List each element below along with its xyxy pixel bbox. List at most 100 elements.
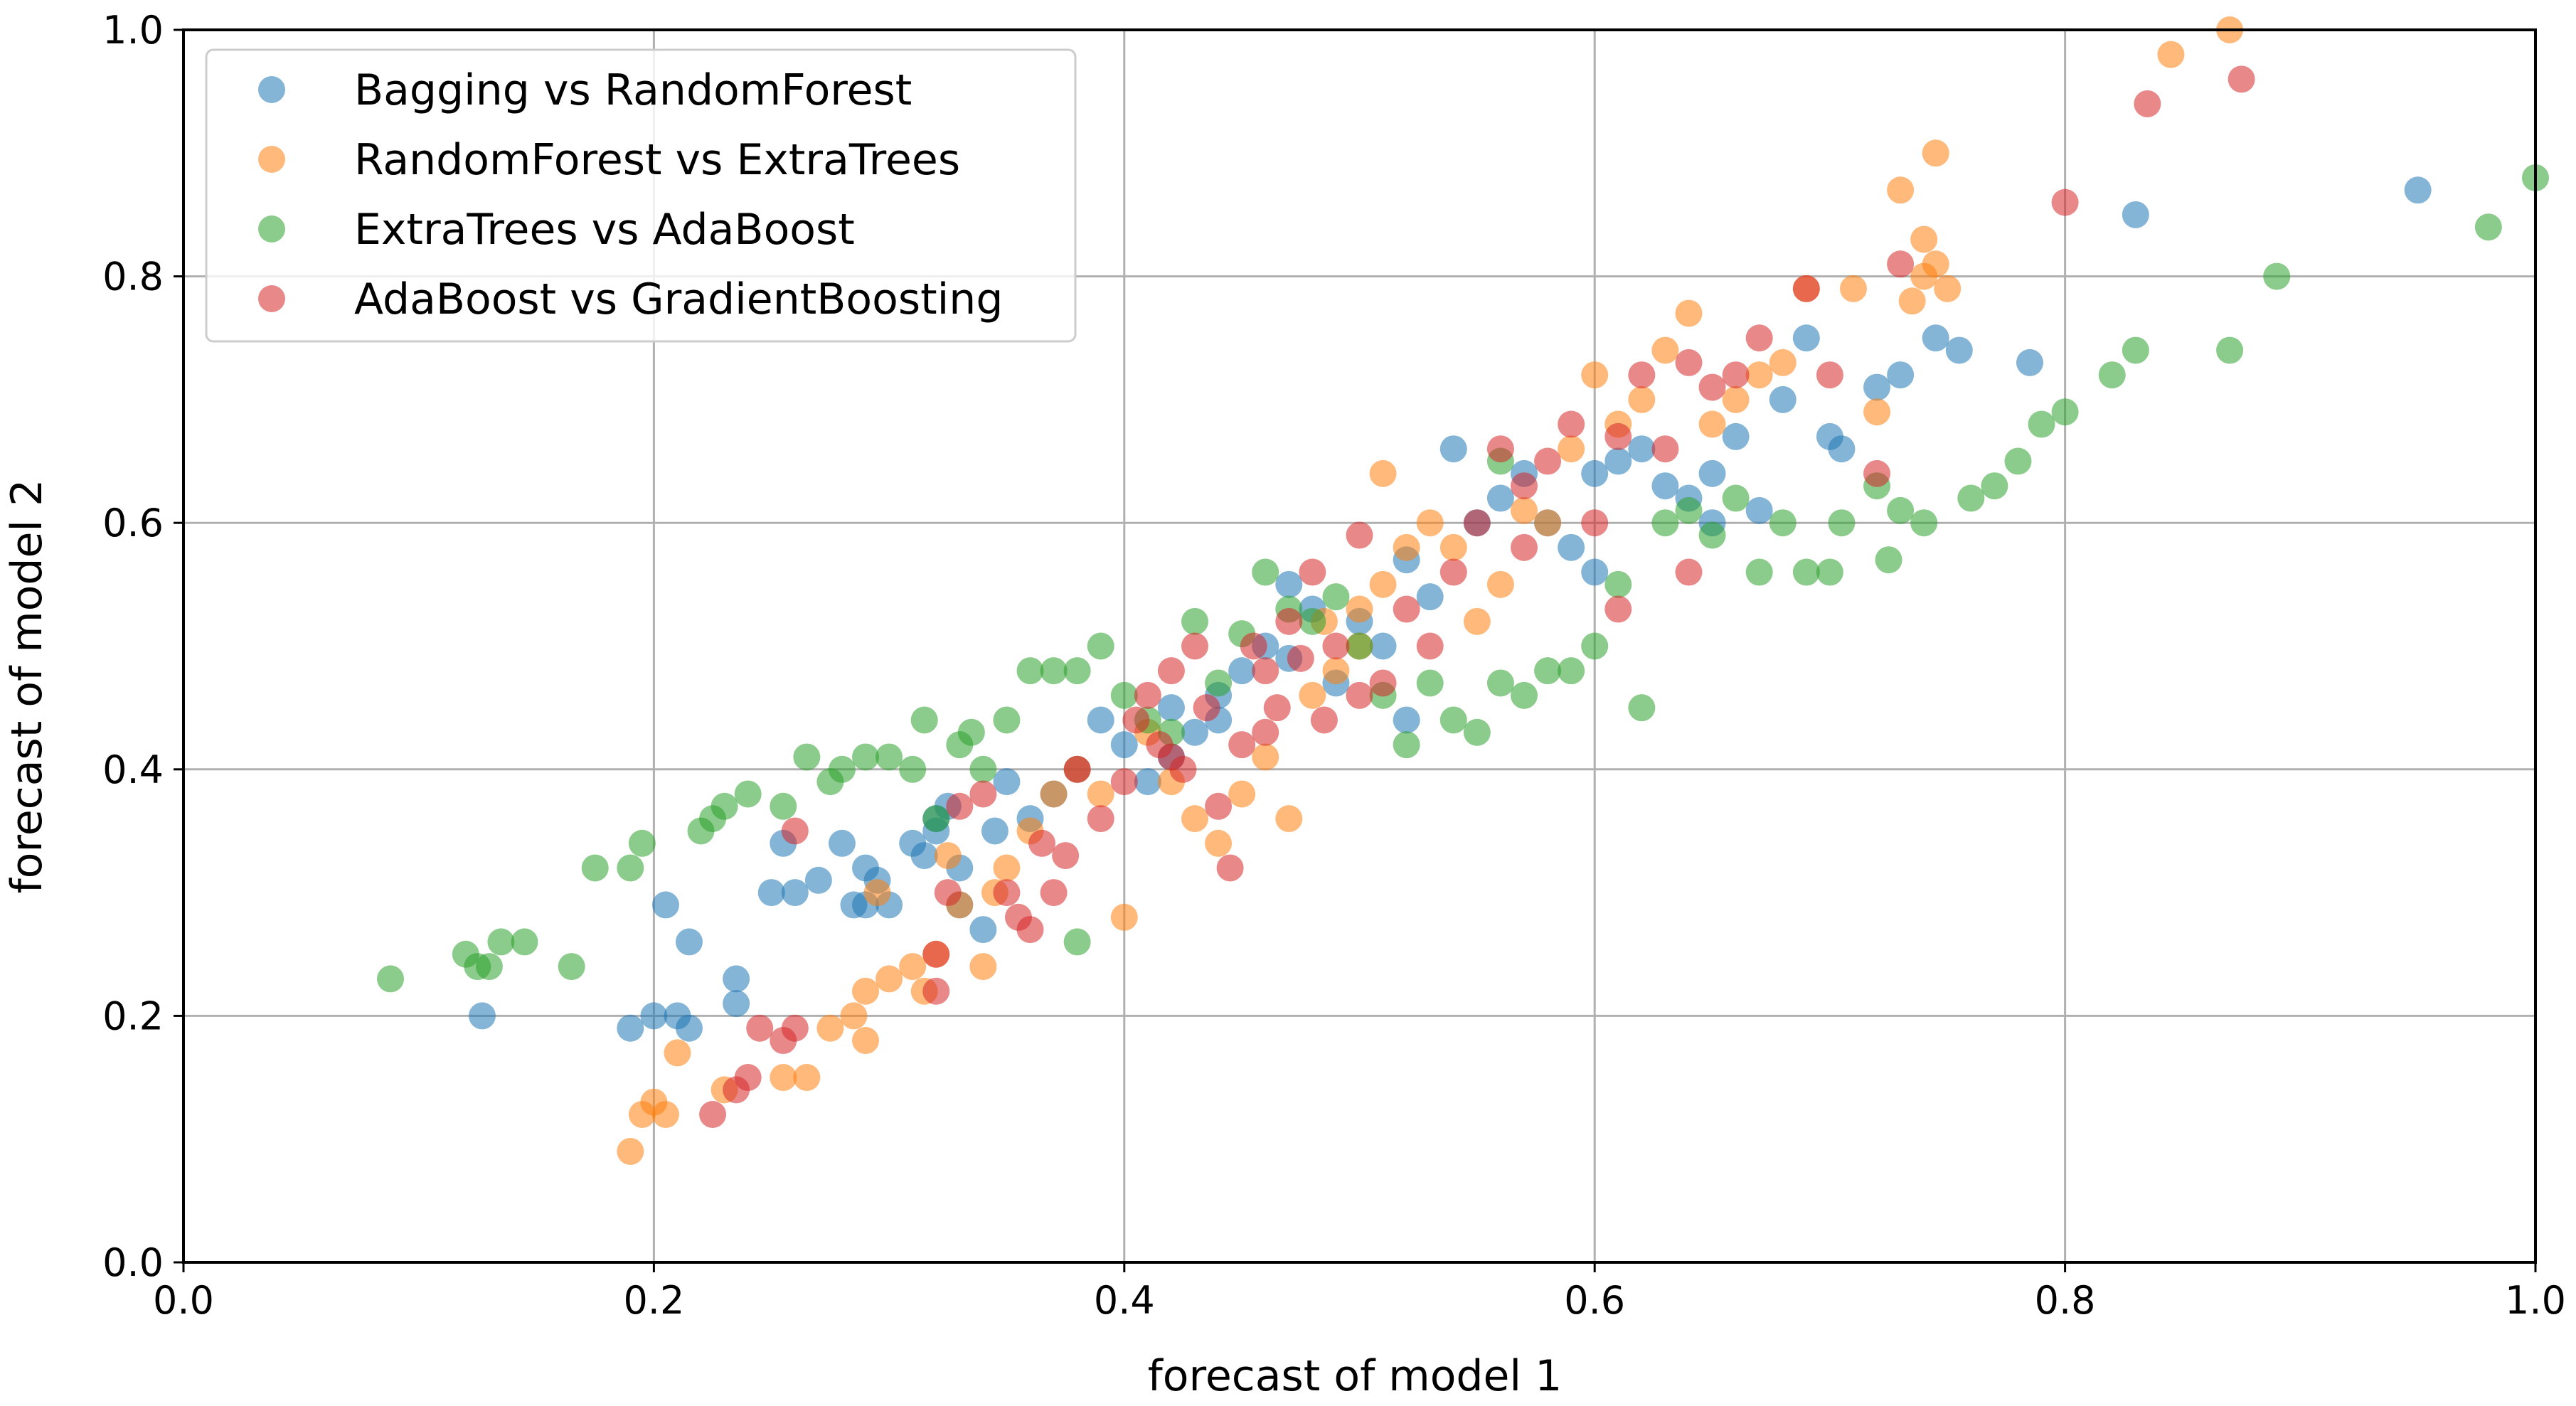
scatter-point [922,977,950,1005]
scatter-point [1205,669,1233,697]
scatter-point [1181,718,1209,746]
scatter-point [910,706,938,734]
scatter-point [651,1101,679,1129]
scatter-point [746,1014,774,1042]
scatter-point [1698,373,1726,401]
scatter-point [1898,287,1926,315]
scatter-point [1792,275,1820,302]
scatter-point [793,743,821,771]
scatter-point [757,879,785,907]
scatter-point [1910,262,1938,290]
scatter-point [1205,792,1233,820]
scatter-point [2122,201,2149,228]
scatter-point [1628,385,1656,413]
scatter-point [1110,903,1138,931]
scatter-point [1510,496,1538,524]
scatter-point [1252,743,1279,771]
legend-frame [205,48,1077,343]
scatter-point [2263,262,2291,290]
scatter-point [1887,250,1915,278]
scatter-point [2228,65,2255,93]
scatter-point [651,891,679,919]
scatter-point [1393,595,1420,623]
scatter-point [1887,361,1915,389]
scatter-point [934,879,962,907]
scatter-point [1910,509,1938,537]
x-tick-label: 0.6 [1564,1278,1625,1323]
scatter-point [1887,496,1915,524]
scatter-point [1322,583,1350,611]
scatter-point [1628,694,1656,722]
scatter-point [1745,361,1773,389]
scatter-point [2016,348,2043,376]
scatter-point [1393,533,1420,561]
scatter-point [1651,435,1679,463]
scatter-point [1275,607,1303,635]
scatter-point [1675,299,1703,327]
scatter-point [1063,755,1091,783]
scatter-point [1228,780,1256,808]
legend-marker [258,215,285,243]
scatter-point [957,718,985,746]
scatter-point [828,755,856,783]
scatter-point [781,817,809,845]
scatter-point [734,780,762,808]
legend: Bagging vs RandomForest RandomForest vs E… [205,48,1077,343]
scatter-point [558,953,585,981]
scatter-point [1063,928,1091,956]
scatter-point [1558,410,1585,438]
scatter-point [1534,657,1562,685]
scatter-point [1675,496,1703,524]
scatter-point [511,928,538,956]
scatter-point [1040,657,1068,685]
scatter-point [1828,509,1856,537]
scatter-point [863,879,891,907]
scatter-point [899,953,927,981]
scatter-point [1439,435,1467,463]
y-tick-label: 0.6 [102,501,164,545]
scatter-point [2051,398,2079,426]
scatter-point [2134,90,2161,117]
scatter-point [1416,583,1444,611]
scatter-point [1252,718,1279,746]
scatter-point [1016,657,1044,685]
scatter-point [1134,681,1161,709]
scatter-point [993,768,1021,796]
scatter-point [1181,805,1209,833]
scatter-point [1134,768,1161,796]
scatter-point [770,1064,797,1092]
scatter-point [993,854,1021,882]
scatter-point [1040,780,1068,808]
scatter-point [969,953,997,981]
scatter-point [1558,533,1585,561]
scatter-point [899,755,927,783]
scatter-point [981,817,1008,845]
scatter-point [2474,213,2502,241]
scatter-point [1604,422,1632,450]
legend-label: Bagging vs RandomForest [354,65,912,115]
scatter-point [1216,854,1244,882]
scatter-point [1205,829,1233,857]
scatter-point [993,706,1021,734]
scatter-point [1698,521,1726,549]
scatter-point [1486,669,1514,697]
scatter-point [1628,361,1656,389]
scatter-point [1651,509,1679,537]
scatter-point [2028,410,2055,438]
scatter-point [1275,805,1303,833]
scatter-point [1628,435,1656,463]
scatter-point [1157,657,1185,685]
x-tick-label: 0.2 [623,1278,684,1323]
scatter-point [1863,459,1891,487]
y-tick-label: 0.0 [102,1240,164,1285]
scatter-point [1157,743,1185,771]
scatter-point [2157,41,2185,68]
scatter-point [1769,509,1797,537]
scatter-point [1181,632,1209,660]
scatter-point [2216,336,2244,364]
scatter-point [1887,176,1915,204]
scatter-point [1028,829,1056,857]
legend-marker [258,146,285,173]
legend-label: AdaBoost vs GradientBoosting [354,275,1003,324]
